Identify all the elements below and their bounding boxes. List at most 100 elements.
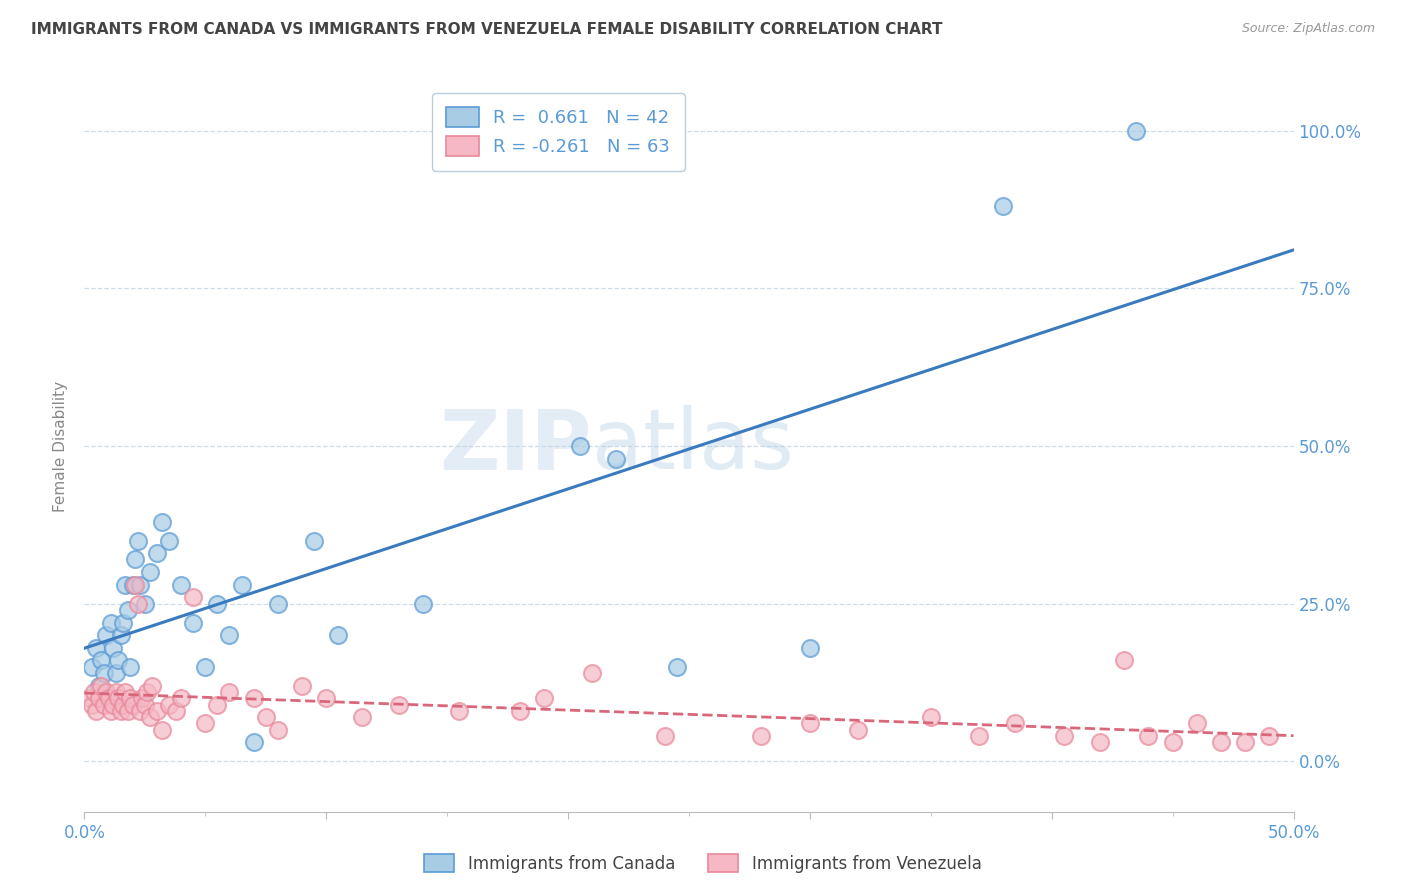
Point — [1234, 735, 1257, 749]
Point — [315, 691, 337, 706]
Point — [581, 665, 603, 680]
Point — [134, 597, 156, 611]
Point — [412, 597, 434, 611]
Point — [103, 640, 125, 655]
Point — [388, 698, 411, 712]
Point — [170, 691, 193, 706]
Point — [267, 723, 290, 737]
Point — [352, 710, 374, 724]
Point — [131, 691, 153, 706]
Point — [751, 729, 773, 743]
Point — [993, 199, 1015, 213]
Legend: Immigrants from Canada, Immigrants from Venezuela: Immigrants from Canada, Immigrants from … — [418, 847, 988, 880]
Point — [83, 685, 105, 699]
Point — [114, 685, 136, 699]
Point — [117, 704, 139, 718]
Point — [103, 698, 125, 712]
Point — [100, 615, 122, 630]
Point — [127, 533, 149, 548]
Point — [80, 659, 103, 673]
Point — [129, 704, 152, 718]
Point — [136, 685, 159, 699]
Point — [1114, 653, 1136, 667]
Point — [107, 691, 129, 706]
Y-axis label: Female Disability: Female Disability — [53, 380, 69, 512]
Point — [104, 685, 127, 699]
Point — [1161, 735, 1184, 749]
Point — [1125, 124, 1147, 138]
Text: ZIP: ZIP — [440, 406, 592, 486]
Point — [328, 628, 350, 642]
Point — [97, 691, 120, 706]
Text: atlas: atlas — [592, 406, 794, 486]
Point — [104, 665, 127, 680]
Point — [129, 578, 152, 592]
Point — [138, 565, 160, 579]
Point — [80, 698, 103, 712]
Point — [121, 698, 143, 712]
Point — [605, 451, 627, 466]
Point — [1004, 716, 1026, 731]
Point — [231, 578, 253, 592]
Point — [509, 704, 531, 718]
Point — [194, 659, 217, 673]
Point — [181, 615, 204, 630]
Point — [533, 691, 555, 706]
Point — [112, 698, 135, 712]
Point — [654, 729, 676, 743]
Point — [117, 603, 139, 617]
Point — [141, 679, 163, 693]
Point — [242, 691, 264, 706]
Point — [86, 640, 108, 655]
Point — [87, 679, 110, 693]
Point — [170, 578, 193, 592]
Point — [94, 685, 117, 699]
Point — [1258, 729, 1281, 743]
Legend: R =  0.661   N = 42, R = -0.261   N = 63: R = 0.661 N = 42, R = -0.261 N = 63 — [432, 93, 685, 170]
Point — [93, 698, 115, 712]
Point — [181, 591, 204, 605]
Point — [110, 628, 132, 642]
Point — [157, 533, 180, 548]
Text: IMMIGRANTS FROM CANADA VS IMMIGRANTS FROM VENEZUELA FEMALE DISABILITY CORRELATIO: IMMIGRANTS FROM CANADA VS IMMIGRANTS FRO… — [31, 22, 942, 37]
Point — [291, 679, 314, 693]
Point — [87, 691, 110, 706]
Point — [569, 439, 592, 453]
Point — [150, 723, 173, 737]
Point — [218, 685, 240, 699]
Point — [254, 710, 277, 724]
Point — [127, 597, 149, 611]
Point — [207, 597, 229, 611]
Point — [124, 552, 146, 566]
Point — [1088, 735, 1111, 749]
Point — [157, 698, 180, 712]
Point — [165, 704, 187, 718]
Point — [120, 691, 142, 706]
Point — [97, 691, 120, 706]
Point — [121, 578, 143, 592]
Point — [100, 704, 122, 718]
Point — [799, 640, 821, 655]
Point — [967, 729, 990, 743]
Point — [242, 735, 264, 749]
Point — [120, 659, 142, 673]
Point — [77, 691, 100, 706]
Point — [138, 710, 160, 724]
Point — [124, 578, 146, 592]
Point — [110, 704, 132, 718]
Point — [146, 704, 169, 718]
Point — [1137, 729, 1160, 743]
Point — [1185, 716, 1208, 731]
Point — [920, 710, 942, 724]
Point — [93, 665, 115, 680]
Point — [267, 597, 290, 611]
Point — [146, 546, 169, 560]
Point — [112, 615, 135, 630]
Point — [94, 628, 117, 642]
Text: Source: ZipAtlas.com: Source: ZipAtlas.com — [1241, 22, 1375, 36]
Point — [218, 628, 240, 642]
Point — [90, 679, 112, 693]
Point — [114, 578, 136, 592]
Point — [665, 659, 688, 673]
Point — [449, 704, 471, 718]
